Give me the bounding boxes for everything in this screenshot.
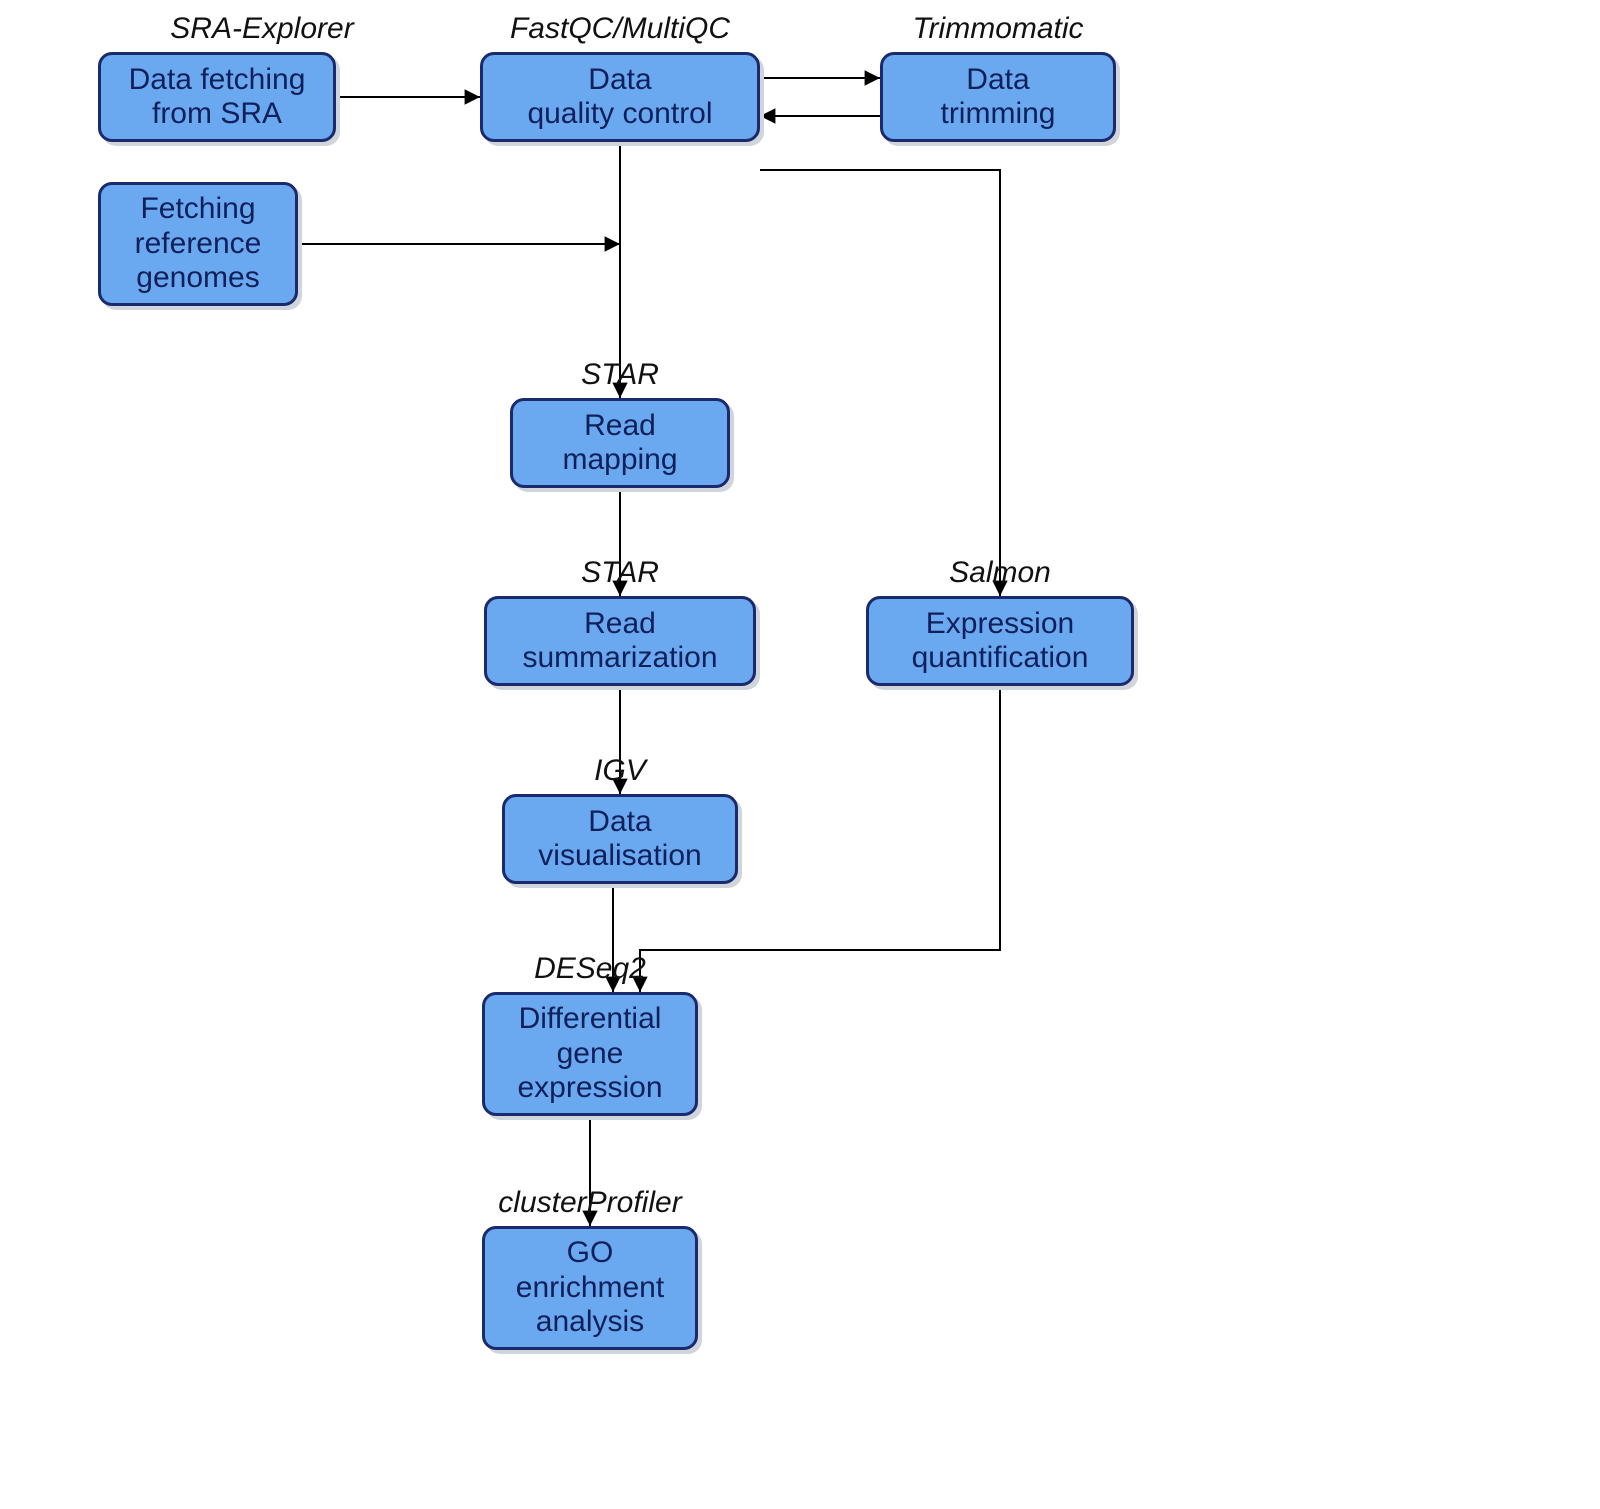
node-n-trim: Data trimming (880, 52, 1116, 142)
edge-arrow-e1 (465, 89, 480, 104)
tool-label-lbl-deseq2: DESeq2 (460, 952, 720, 986)
tool-label-lbl-salmon: Salmon (870, 556, 1130, 590)
node-n-summ: Read summarization (484, 596, 756, 686)
node-label: GO enrichment analysis (516, 1236, 664, 1340)
tool-label-lbl-star2: STAR (520, 556, 720, 590)
node-n-map: Read mapping (510, 398, 730, 488)
node-n-dge: Differential gene expression (482, 992, 698, 1116)
tool-label-lbl-igv: IGV (520, 754, 720, 788)
tool-label-lbl-fastqc: FastQC/MultiQC (460, 12, 780, 46)
edge-e10 (760, 170, 1000, 596)
node-n-expr: Expression quantification (866, 596, 1134, 686)
node-label: Data visualisation (538, 805, 701, 874)
tool-label-lbl-trim: Trimmomatic (868, 12, 1128, 46)
tool-label-lbl-cluster: clusterProfiler (460, 1186, 720, 1220)
node-n-refgen: Fetching reference genomes (98, 182, 298, 306)
node-n-vis: Data visualisation (502, 794, 738, 884)
node-label: Fetching reference genomes (135, 192, 262, 296)
edge-arrow-e2 (865, 70, 880, 85)
node-label: Expression quantification (912, 607, 1089, 676)
node-label: Read summarization (522, 607, 717, 676)
node-n-qc: Data quality control (480, 52, 760, 142)
node-n-go: GO enrichment analysis (482, 1226, 698, 1350)
tool-label-lbl-star1: STAR (520, 358, 720, 392)
node-label: Data quality control (527, 63, 712, 132)
edge-arrow-e4 (605, 236, 620, 251)
tool-label-lbl-sra: SRA-Explorer (132, 12, 392, 46)
node-n-fetch-sra: Data fetching from SRA (98, 52, 336, 142)
node-label: Differential gene expression (517, 1002, 662, 1106)
flowchart-canvas: Data fetching from SRA Data quality contr… (0, 0, 1600, 1509)
node-label: Data fetching from SRA (129, 63, 306, 132)
node-label: Read mapping (562, 409, 677, 478)
node-label: Data trimming (940, 63, 1055, 132)
